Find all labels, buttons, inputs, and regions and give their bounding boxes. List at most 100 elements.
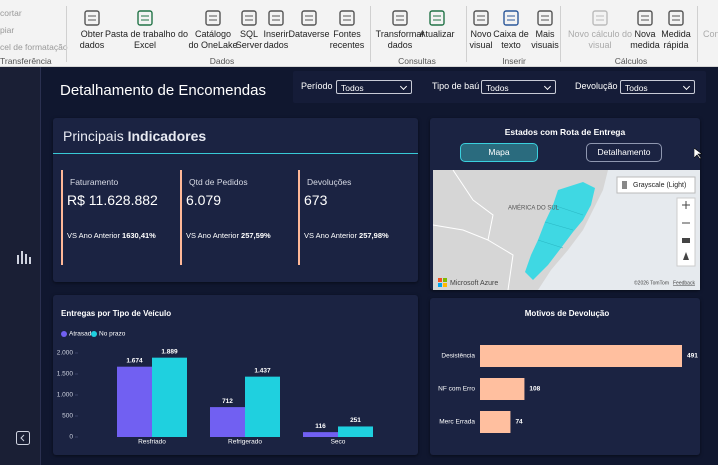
- x-tick-label: Refrigerado: [228, 439, 262, 446]
- filter-dropdown[interactable]: Todos: [620, 80, 695, 94]
- button-label: Medida: [661, 29, 691, 39]
- value-label: 74: [515, 419, 523, 426]
- bar: [338, 426, 373, 437]
- button-label: dados: [263, 40, 289, 50]
- button-icon: [137, 10, 153, 26]
- button-label: Nova: [634, 29, 656, 39]
- button-label: dados: [79, 40, 105, 50]
- ribbon-button: Conf: [703, 29, 718, 39]
- bar: [152, 357, 187, 437]
- compare-value: 1630,41%: [122, 231, 156, 240]
- report-title: Detalhamento de Encomendas: [60, 82, 266, 99]
- value-label: 712: [222, 398, 233, 405]
- button-icon: [205, 10, 221, 26]
- collapse-button[interactable]: [16, 431, 30, 445]
- button-label: visuais: [531, 40, 559, 50]
- compare-value: 257,59%: [241, 231, 271, 240]
- x-tick-label: Seco: [331, 439, 346, 446]
- filter-bar: Período Todos Tipo de baú Todos Devolução Tod…: [293, 71, 706, 103]
- map-tab[interactable]: Mapa: [460, 143, 538, 162]
- filter-dropdown[interactable]: Todos: [336, 80, 412, 94]
- chart-title: Motivos de Devolução: [525, 309, 610, 318]
- map: AMÉRICA DO SUL Grayscale (Light) Microso…: [433, 170, 700, 290]
- group-label: Transferência: [0, 56, 52, 66]
- detail-tab[interactable]: Detalhamento: [586, 143, 662, 162]
- ribbon-button[interactable]: Pasta de trabalho do Excel: [105, 4, 188, 54]
- ribbon-button[interactable]: Nova medida: [605, 4, 685, 54]
- button-icon: [592, 10, 608, 26]
- legend-swatch: [91, 331, 97, 337]
- group-label: Consultas: [398, 56, 436, 66]
- clipboard-item: cel de formatação: [0, 42, 68, 52]
- ribbon-button[interactable]: Catálogo do OneLake: [173, 4, 253, 54]
- kpi-value: 6.079: [186, 192, 222, 208]
- compare-label: VS Ano Anterior: [186, 231, 239, 240]
- map-copyright: ©2026 TomTom: [634, 279, 669, 286]
- ribbon-button[interactable]: Mais visuais: [505, 4, 585, 54]
- ribbon-button[interactable]: Dataverse: [269, 4, 349, 54]
- button-label: Catálogo: [194, 29, 232, 39]
- filter-dropdown[interactable]: Todos: [481, 80, 556, 94]
- legend-label: Atrasada: [69, 331, 95, 338]
- button-label: Dataverse: [288, 29, 330, 39]
- button-icon: [392, 10, 408, 26]
- map-style-button[interactable]: [616, 176, 696, 194]
- y-tick-label: 1.000: [57, 392, 74, 399]
- separator: [66, 6, 67, 62]
- value-label: 491: [687, 353, 698, 360]
- button-label: Novo: [470, 29, 492, 39]
- button-label: Fontes: [333, 29, 361, 39]
- bar: [117, 366, 152, 437]
- ribbon-button[interactable]: Transformar dados: [360, 4, 440, 54]
- button-icon: [668, 10, 684, 26]
- y-tick-label: Desistência: [441, 353, 475, 360]
- button-icon: [503, 10, 519, 26]
- kpi-compare: VS Ano Anterior 257,98%: [304, 231, 389, 240]
- separator: [560, 6, 561, 62]
- kpi-label: Devoluções: [307, 177, 352, 187]
- y-tick-label: 1.500: [57, 371, 74, 378]
- kpi-accent: [298, 170, 300, 265]
- ribbon-button[interactable]: Novo visual: [441, 4, 521, 54]
- report-icon[interactable]: [16, 250, 32, 264]
- kpi-compare: VS Ano Anterior 257,59%: [186, 231, 271, 240]
- ribbon-button[interactable]: SQL Server: [209, 4, 289, 54]
- kpi-label: Faturamento: [70, 177, 119, 187]
- bar: [303, 432, 338, 437]
- y-tick-label: 0: [69, 434, 73, 441]
- value-label: 1.674: [126, 357, 143, 364]
- button-label: visual: [588, 40, 612, 50]
- x-tick-label: Resfriado: [138, 439, 166, 446]
- ribbon-button[interactable]: Inserir dados: [236, 4, 316, 54]
- ribbon: cortar piar cel de formatação Transferência…: [0, 0, 718, 67]
- button-label: recentes: [329, 40, 365, 50]
- map-feedback[interactable]: Feedback: [673, 280, 695, 286]
- ribbon-button[interactable]: Fontes recentes: [307, 4, 387, 54]
- button-label: medida: [630, 40, 660, 50]
- map-region: AMÉRICA DO SUL: [508, 205, 560, 212]
- sidebar: [0, 67, 41, 465]
- button-label: Atualizar: [419, 29, 455, 39]
- ribbon-button[interactable]: Medida rápida: [636, 4, 716, 54]
- kpi-accent: [180, 170, 182, 265]
- button-icon: [537, 10, 553, 26]
- ribbon-button[interactable]: Obter dados: [52, 4, 132, 54]
- returns-chart: Motivos de Devolução Desistência 491 NF com…: [438, 309, 698, 433]
- bar: [480, 411, 511, 433]
- button-icon: [637, 10, 653, 26]
- value-label: 1.437: [254, 367, 271, 374]
- value-label: 251: [350, 417, 361, 424]
- button-label: Excel: [133, 40, 156, 50]
- ribbon-button[interactable]: Caixa de texto: [471, 4, 551, 54]
- map-brand: Microsoft Azure: [450, 280, 498, 287]
- bar: [480, 345, 682, 367]
- button-label: visual: [469, 40, 493, 50]
- button-label: Novo cálculo do: [567, 29, 633, 39]
- button-icon: [429, 10, 445, 26]
- ribbon-button[interactable]: Atualizar: [397, 4, 477, 54]
- button-icon: [84, 10, 100, 26]
- map-controls[interactable]: [676, 197, 696, 267]
- bar-chart: Entregas por Tipo de Veículo Atrasada No p…: [57, 309, 373, 446]
- separator: [466, 6, 467, 62]
